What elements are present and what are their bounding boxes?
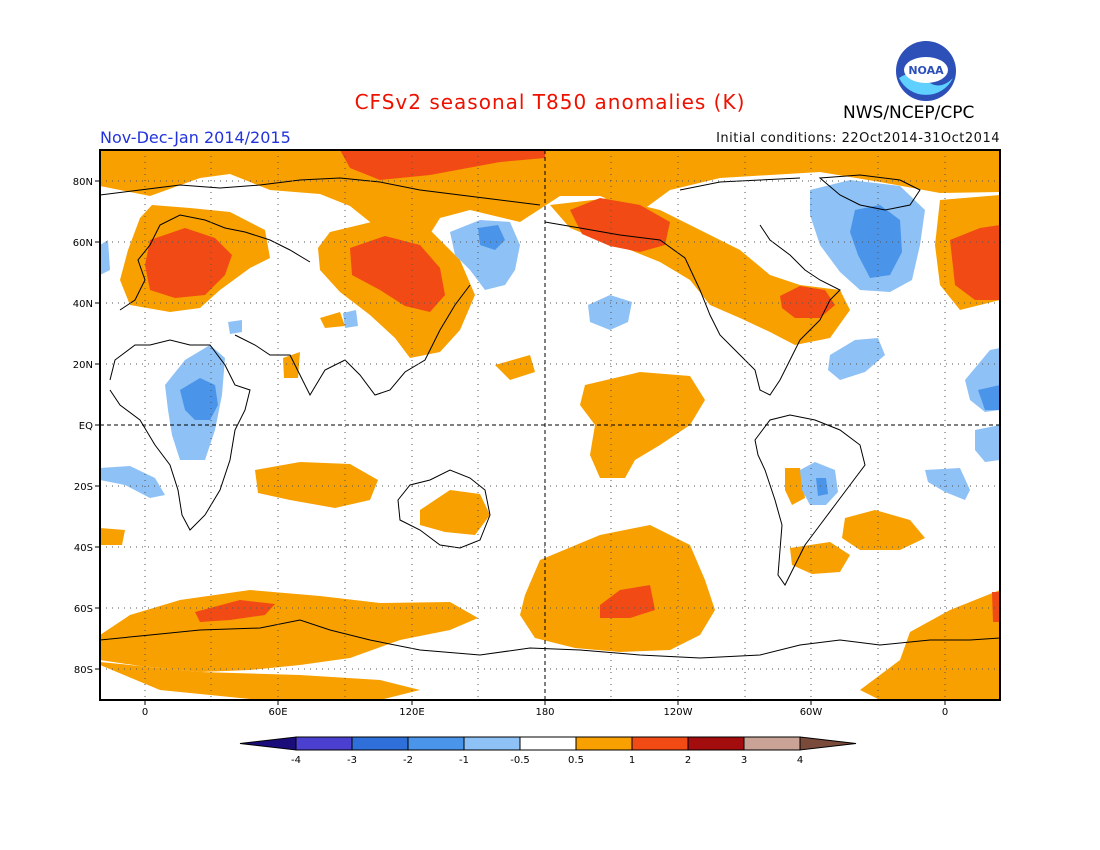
lat-label: 80N	[73, 177, 93, 188]
arctic-orange	[100, 150, 1000, 262]
india-orange	[283, 352, 300, 378]
south-pacific-red	[600, 585, 655, 618]
lat-label: 60S	[74, 604, 93, 615]
coastlines	[100, 174, 1000, 659]
southern-ocean-east-orange	[860, 590, 1000, 700]
us-east-red	[780, 286, 835, 318]
lon-label: 120E	[399, 707, 424, 718]
colorbar-tick-label: 0.5	[568, 755, 584, 766]
colorbar-arrow-high	[799, 736, 857, 751]
colorbar-tick-label: -2	[403, 755, 413, 766]
colorbar-swatch	[463, 736, 521, 751]
patagonia-orange	[790, 542, 850, 574]
north-pacific-lightblue	[588, 295, 632, 330]
east-siberia-midblue	[478, 225, 505, 250]
south-pacific-orange	[520, 525, 715, 652]
colorbar-tick-label: 2	[685, 755, 691, 766]
colorbar-swatch	[687, 736, 745, 751]
south-atlantic-east-lightblue	[925, 468, 970, 500]
organization-label: NWS/NCEP/CPC	[843, 103, 975, 123]
colorbar	[239, 736, 857, 751]
lon-label: 60W	[800, 707, 823, 718]
noaa-logo-icon: NOAA	[896, 41, 956, 101]
colorbar-tick-label: -3	[347, 755, 357, 766]
arctic-coast	[100, 177, 801, 206]
colorbar-swatch	[295, 736, 353, 751]
colorbar-swatch	[575, 736, 633, 751]
lat-label: 80S	[74, 665, 93, 676]
atlantic-lightblue	[828, 338, 885, 380]
lon-label: 180	[535, 707, 554, 718]
north-china-orange	[320, 312, 345, 328]
south-america-coast	[754, 414, 866, 586]
lat-label: 40S	[74, 543, 93, 554]
south-indian-red	[195, 600, 275, 622]
europe-red	[145, 228, 232, 298]
arctic-red	[340, 150, 545, 180]
brazil-midblue	[816, 478, 828, 496]
africa-coast	[109, 339, 251, 531]
colorbar-tick-label: 3	[741, 755, 747, 766]
lon-label: 60E	[268, 707, 287, 718]
lon-label: 0	[942, 707, 948, 718]
central-pacific-orange	[495, 355, 535, 380]
lon-label: 120W	[664, 707, 693, 718]
australia-coast	[397, 469, 491, 549]
colorbar-swatch	[519, 736, 577, 751]
grid-lines	[100, 150, 1000, 700]
svg-text:NOAA: NOAA	[908, 64, 944, 77]
lat-label: 20N	[73, 360, 93, 371]
colorbar-swatch	[743, 736, 801, 751]
lat-label: 20S	[74, 482, 93, 493]
lon-label: 0	[142, 707, 148, 718]
asia-coast	[234, 284, 471, 397]
lon-labels: 0 60E 120E 180 120W 60W 0	[142, 707, 948, 718]
colorbar-labels: -4 -3 -2 -1 -0.5 0.5 1 2 3 4	[291, 755, 803, 766]
colorbar-tick-label: -4	[291, 755, 301, 766]
lat-labels: 80N 60N 40N 20N EQ 20S 40S 60S 80S	[73, 177, 93, 676]
initial-conditions: Initial conditions: 22Oct2014-31Oct2014	[716, 131, 1000, 146]
southern-ocean-west-orange	[100, 590, 478, 672]
lat-ticks	[95, 180, 100, 670]
lat-label: EQ	[79, 421, 93, 432]
reference-lines	[100, 150, 1000, 700]
asia-small-lightblue	[343, 310, 358, 328]
colorbar-tick-label: 1	[629, 755, 635, 766]
europe-coast	[119, 214, 311, 311]
colorbar-tick-label: 4	[797, 755, 803, 766]
lat-label: 60N	[73, 238, 93, 249]
siberia-red	[350, 236, 445, 312]
anomaly-midblue-regions	[180, 205, 1000, 496]
anomaly-red-regions	[145, 150, 1000, 622]
greenland-coast	[818, 174, 921, 211]
australia-orange	[420, 490, 490, 535]
colorbar-tick-label: -0.5	[510, 755, 530, 766]
colorbar-swatch	[631, 736, 689, 751]
colorbar-swatch	[351, 736, 409, 751]
canada-midblue	[850, 205, 902, 278]
south-atlantic-west-lightblue	[100, 466, 165, 498]
lon-ticks	[144, 700, 946, 705]
south-atlantic-orange	[842, 510, 925, 550]
colorbar-swatch	[407, 736, 465, 751]
forecast-period: Nov-Dec-Jan 2014/2015	[100, 128, 291, 147]
europe-west-lightblue	[100, 240, 110, 275]
antarctica-coast	[100, 619, 1000, 659]
western-edge-orange	[100, 528, 125, 545]
africa-edge-midblue	[978, 385, 1000, 410]
lat-label: 40N	[73, 299, 93, 310]
colorbar-tick-label: -1	[459, 755, 469, 766]
north-america-coast	[544, 221, 841, 396]
indian-ocean-orange	[255, 462, 378, 508]
colorbar-arrow-low	[239, 736, 297, 751]
brazil-orange	[785, 468, 805, 505]
africa-edge-lightblue	[975, 425, 1000, 462]
chart-title: CFSv2 seasonal T850 anomalies (K)	[354, 90, 746, 114]
europe-east-edge-red	[950, 225, 1000, 300]
antarctica-orange	[100, 662, 420, 700]
africa-midblue	[180, 378, 218, 420]
south-atlantic-edge-red	[992, 592, 1000, 622]
arabia-lightblue	[228, 320, 242, 334]
